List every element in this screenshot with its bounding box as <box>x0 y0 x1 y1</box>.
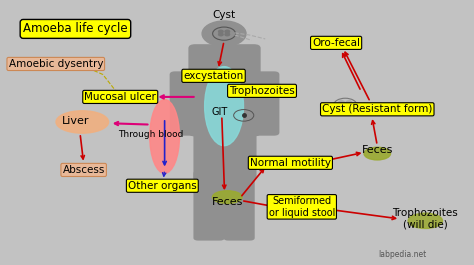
FancyBboxPatch shape <box>193 122 256 180</box>
Text: Liver: Liver <box>62 116 89 126</box>
FancyBboxPatch shape <box>170 71 201 136</box>
Circle shape <box>219 33 223 36</box>
Text: GIT: GIT <box>211 107 228 117</box>
Circle shape <box>225 30 229 33</box>
Ellipse shape <box>150 100 180 173</box>
Text: Feces: Feces <box>211 197 243 206</box>
Bar <box>216 39 232 49</box>
FancyBboxPatch shape <box>224 171 255 241</box>
FancyBboxPatch shape <box>193 171 225 241</box>
Text: Amoeba life cycle: Amoeba life cycle <box>23 23 128 36</box>
Ellipse shape <box>364 147 391 160</box>
Circle shape <box>339 101 344 104</box>
Text: Trophozoites
(will die): Trophozoites (will die) <box>392 208 458 230</box>
Text: Cyst (Resistant form): Cyst (Resistant form) <box>322 104 432 114</box>
Text: excystation: excystation <box>183 71 244 81</box>
Ellipse shape <box>212 191 242 204</box>
Text: Semiformed
or liquid stool: Semiformed or liquid stool <box>269 196 335 218</box>
FancyBboxPatch shape <box>247 71 279 136</box>
Circle shape <box>346 101 352 104</box>
Circle shape <box>219 30 223 33</box>
FancyBboxPatch shape <box>188 44 261 136</box>
Text: Abscess: Abscess <box>63 165 105 175</box>
Text: Mucosal ulcer: Mucosal ulcer <box>84 92 156 102</box>
Circle shape <box>225 33 229 36</box>
Text: Normal motility: Normal motility <box>250 158 331 168</box>
Circle shape <box>339 104 344 107</box>
Ellipse shape <box>56 111 109 133</box>
Text: Amoebic dysentry: Amoebic dysentry <box>9 59 103 69</box>
Text: Trophozoites: Trophozoites <box>229 86 295 96</box>
Text: Other organs: Other organs <box>128 181 197 191</box>
Text: Cyst: Cyst <box>212 10 236 20</box>
Text: Feces: Feces <box>362 145 393 156</box>
Ellipse shape <box>205 67 244 146</box>
Circle shape <box>202 21 246 46</box>
Text: labpedia.net: labpedia.net <box>378 250 427 259</box>
Ellipse shape <box>408 213 442 228</box>
Circle shape <box>346 104 352 107</box>
Text: Through blood: Through blood <box>118 130 183 139</box>
Text: Oro-fecal: Oro-fecal <box>312 38 360 48</box>
